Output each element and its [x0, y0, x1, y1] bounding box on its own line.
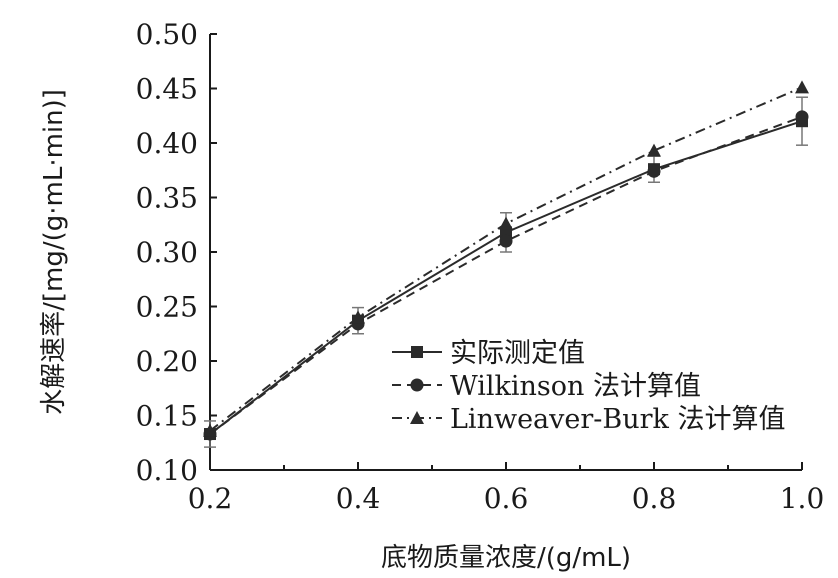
legend-label-measured: 实际测定值	[450, 338, 585, 369]
legend-label-wilkinson: Wilkinson 法计算值	[450, 371, 701, 402]
legend-label-lineweaver-burk: Linweaver-Burk 法计算值	[450, 404, 785, 435]
y-axis-title: 水解速率/[mg/(g·mL·min)]	[39, 89, 69, 415]
series-line-circle	[209, 115, 803, 435]
x-tick-label: 0.6	[484, 482, 529, 515]
x-tick-label: 0.4	[336, 482, 381, 515]
y-tick-label: 0.10	[136, 454, 198, 487]
y-tick-label: 0.20	[136, 345, 198, 378]
x-axis-title: 底物质量浓度/(g/mL)	[381, 543, 631, 573]
series-layer	[203, 80, 809, 448]
y-tick-label: 0.15	[136, 400, 198, 433]
y-tick-label: 0.45	[136, 73, 198, 106]
ticks: 0.10 0.15 0.20 0.25 0.30 0.35 0.40 0.45 0.50 0.2 0…	[136, 18, 825, 515]
data-point-circle	[499, 234, 513, 248]
data-point-triangle	[499, 216, 513, 230]
legend-marker-triangle	[410, 411, 424, 424]
data-point-triangle	[203, 423, 217, 437]
legend: 实际测定值 Wilkinson 法计算值 Linweaver-Burk 法计算值	[392, 338, 785, 435]
data-point-triangle	[351, 310, 365, 324]
legend-marker-square	[411, 346, 423, 358]
x-tick-label: 0.2	[188, 482, 233, 515]
y-tick-label: 0.35	[136, 182, 198, 215]
y-tick-label: 0.40	[136, 127, 198, 160]
x-tick-label: 0.8	[632, 482, 677, 515]
x-tick-label: 1.0	[780, 482, 825, 515]
legend-marker-circle	[410, 378, 424, 392]
data-point-triangle	[795, 80, 809, 94]
data-point-circle	[795, 110, 809, 124]
y-tick-label: 0.30	[136, 236, 198, 269]
data-point-triangle	[647, 143, 661, 157]
data-point-circle	[647, 164, 661, 178]
series-triangle	[203, 80, 809, 437]
y-tick-label: 0.50	[136, 18, 198, 51]
y-tick-label: 0.25	[136, 291, 198, 324]
